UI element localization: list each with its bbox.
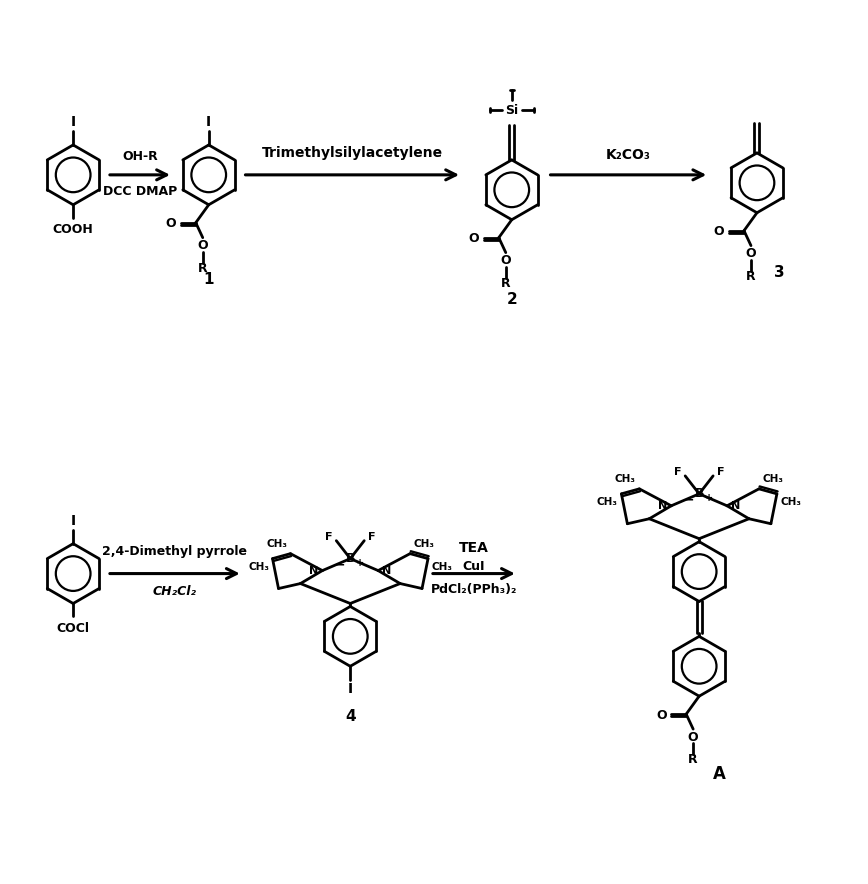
- Text: I: I: [348, 682, 352, 697]
- Text: 2,4-Dimethyl pyrrole: 2,4-Dimethyl pyrrole: [102, 545, 247, 558]
- Text: O: O: [501, 254, 511, 267]
- Text: 1: 1: [203, 272, 214, 287]
- Text: CH₂Cl₂: CH₂Cl₂: [153, 585, 197, 598]
- Text: K₂CO₃: K₂CO₃: [606, 148, 651, 162]
- Text: +: +: [356, 558, 365, 568]
- Text: −: −: [684, 493, 694, 507]
- Text: F: F: [368, 531, 376, 542]
- Text: I: I: [70, 514, 76, 528]
- Text: B: B: [345, 552, 355, 565]
- Text: 3: 3: [773, 265, 784, 280]
- Text: 4: 4: [345, 709, 356, 724]
- Text: CH₃: CH₃: [615, 474, 636, 484]
- Text: PdCl₂(PPh₃)₂: PdCl₂(PPh₃)₂: [431, 583, 517, 596]
- Text: N: N: [658, 501, 667, 511]
- Text: F: F: [674, 467, 681, 476]
- Text: CH₃: CH₃: [597, 497, 618, 507]
- Text: O: O: [713, 225, 724, 238]
- Text: OH-R: OH-R: [122, 150, 158, 164]
- Text: O: O: [746, 248, 756, 260]
- Text: N: N: [731, 501, 740, 511]
- Text: A: A: [713, 765, 726, 783]
- Text: O: O: [197, 240, 208, 252]
- Text: CH₃: CH₃: [780, 497, 801, 507]
- Text: CH₃: CH₃: [266, 538, 287, 549]
- Text: +: +: [705, 492, 713, 503]
- Text: COCl: COCl: [56, 622, 89, 635]
- Text: TEA: TEA: [459, 541, 489, 554]
- Text: Trimethylsilylacetylene: Trimethylsilylacetylene: [261, 146, 443, 160]
- Text: CH₃: CH₃: [762, 474, 784, 484]
- Text: CH₃: CH₃: [413, 538, 435, 549]
- Text: CuI: CuI: [463, 560, 485, 573]
- Text: R: R: [688, 753, 698, 766]
- Text: I: I: [70, 115, 76, 129]
- Text: F: F: [717, 467, 725, 476]
- Text: I: I: [207, 115, 211, 129]
- Text: R: R: [198, 262, 207, 275]
- Text: N: N: [382, 566, 391, 575]
- Text: DCC DMAP: DCC DMAP: [102, 186, 177, 198]
- Text: F: F: [325, 531, 332, 542]
- Text: CH₃: CH₃: [248, 561, 269, 572]
- Text: 2: 2: [506, 292, 517, 307]
- Text: Si: Si: [505, 103, 518, 117]
- Text: O: O: [165, 217, 176, 230]
- Text: R: R: [746, 270, 756, 283]
- Text: O: O: [468, 232, 479, 245]
- Text: O: O: [656, 709, 667, 721]
- Text: N: N: [309, 566, 319, 575]
- Text: O: O: [687, 730, 699, 743]
- Text: B: B: [694, 487, 704, 500]
- Text: −: −: [335, 558, 345, 571]
- Text: R: R: [501, 277, 510, 290]
- Text: CH₃: CH₃: [431, 561, 452, 572]
- Text: COOH: COOH: [53, 223, 94, 236]
